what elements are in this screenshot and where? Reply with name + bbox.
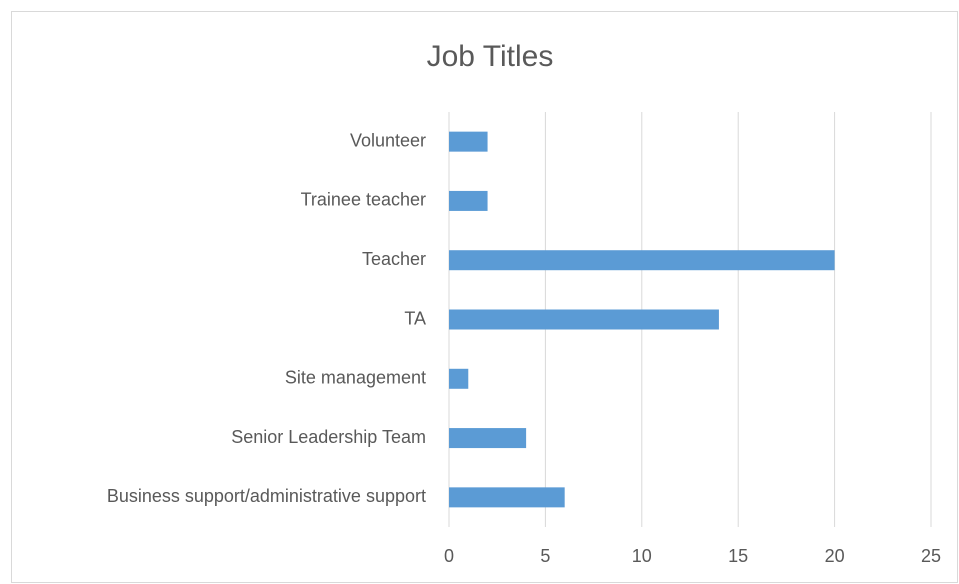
y-tick-label: Trainee teacher [301,190,426,210]
x-tick-label: 20 [825,546,845,566]
bar [449,368,469,389]
bar [449,190,488,211]
chart-border [11,11,958,583]
y-tick-label: Senior Leadership Team [231,427,426,447]
x-tick-label: 25 [921,546,941,566]
y-tick-label: Volunteer [350,130,426,150]
y-tick-label: Site management [285,368,426,388]
x-tick-label: 15 [728,546,748,566]
y-tick-label: TA [404,308,426,328]
y-tick-label: Teacher [362,249,426,269]
y-tick-label: Business support/administrative support [107,486,426,506]
chart-title: Job Titles [427,40,554,73]
bar [449,487,565,508]
bar [449,131,488,152]
x-tick-label: 0 [444,546,454,566]
bar [449,428,527,449]
bar [449,309,719,330]
x-tick-label: 10 [632,546,652,566]
bar [449,250,835,271]
x-tick-label: 5 [540,546,550,566]
